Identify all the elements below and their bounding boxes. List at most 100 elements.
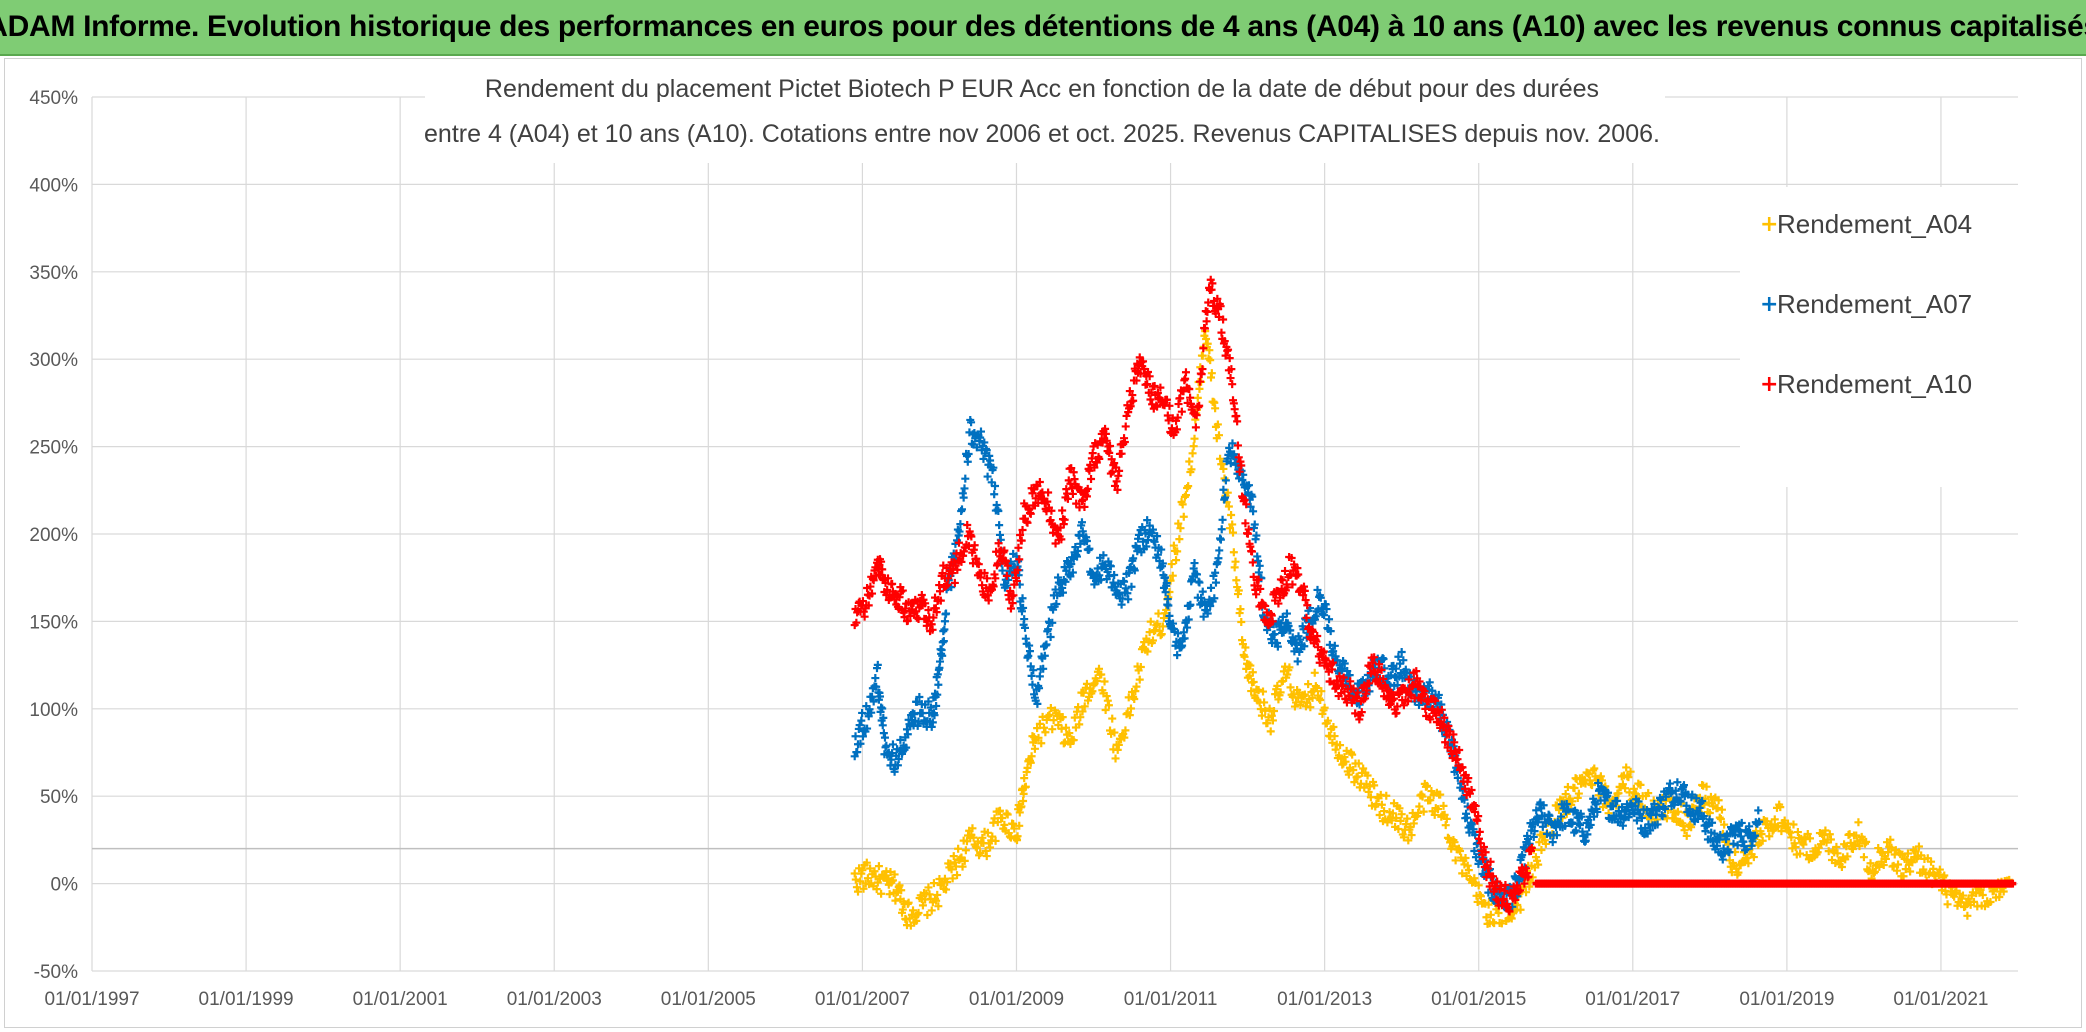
data-point xyxy=(1368,658,1377,667)
data-point xyxy=(876,570,885,579)
data-point xyxy=(963,521,972,530)
data-point xyxy=(883,585,892,594)
data-point xyxy=(1146,617,1155,626)
data-point xyxy=(1555,805,1564,814)
data-point xyxy=(1025,647,1034,656)
data-point xyxy=(1228,520,1237,529)
data-point xyxy=(1076,539,1085,548)
data-point xyxy=(1078,707,1087,716)
data-point xyxy=(1309,627,1318,636)
data-point xyxy=(1712,841,1721,850)
data-point xyxy=(1593,807,1602,816)
data-point xyxy=(929,613,938,622)
data-point xyxy=(1530,827,1539,836)
data-point xyxy=(1230,405,1239,414)
data-point xyxy=(1718,855,1727,864)
data-point xyxy=(1079,688,1088,697)
data-point xyxy=(1286,626,1295,635)
data-point xyxy=(1020,615,1029,624)
data-point xyxy=(1088,449,1097,458)
data-point xyxy=(1003,810,1012,819)
data-point xyxy=(859,884,868,893)
data-point xyxy=(1803,829,1812,838)
data-point xyxy=(1144,367,1152,376)
data-point xyxy=(888,740,897,749)
data-point xyxy=(1265,704,1274,713)
data-point xyxy=(1121,422,1130,431)
data-point xyxy=(1842,842,1851,851)
data-point xyxy=(963,457,972,466)
data-point xyxy=(995,806,1004,815)
data-point xyxy=(1479,842,1488,851)
data-point xyxy=(1131,687,1140,696)
data-point xyxy=(878,565,887,574)
data-point xyxy=(1002,581,1011,590)
data-point xyxy=(1460,784,1469,793)
data-point xyxy=(1365,679,1374,688)
data-point xyxy=(1120,437,1129,446)
legend-marker-a10: + xyxy=(1760,372,1778,397)
data-point xyxy=(1914,842,1923,851)
data-point xyxy=(1393,702,1402,711)
x-tick-label: 01/01/2001 xyxy=(353,989,448,1010)
data-point xyxy=(1255,561,1264,570)
data-point xyxy=(869,697,878,706)
data-point xyxy=(1412,667,1421,676)
data-point xyxy=(1377,665,1386,674)
data-point xyxy=(1522,888,1531,897)
data-point xyxy=(1474,812,1483,821)
data-point xyxy=(1342,746,1351,755)
data-point xyxy=(1015,555,1024,564)
data-point xyxy=(981,846,990,855)
data-point xyxy=(1111,754,1120,763)
data-point xyxy=(1148,636,1157,645)
data-point xyxy=(1228,380,1237,389)
data-point xyxy=(858,866,867,875)
data-point xyxy=(1494,909,1503,917)
data-point xyxy=(1247,687,1256,696)
data-point xyxy=(934,680,943,689)
data-point xyxy=(1436,790,1445,799)
data-point xyxy=(993,559,1002,568)
data-point xyxy=(1357,708,1366,717)
data-point xyxy=(1396,816,1405,825)
data-point xyxy=(1219,485,1228,494)
data-point xyxy=(1310,668,1319,677)
data-point xyxy=(1045,710,1054,719)
data-point xyxy=(1191,423,1200,432)
data-point xyxy=(1012,576,1021,585)
data-point xyxy=(982,852,991,861)
data-point xyxy=(1444,721,1453,730)
data-point xyxy=(1232,576,1241,585)
data-point xyxy=(1105,572,1114,581)
data-point xyxy=(1287,553,1296,562)
data-point xyxy=(1313,585,1322,594)
data-point xyxy=(1637,814,1646,823)
data-point xyxy=(1425,678,1434,687)
data-point xyxy=(866,582,875,591)
data-point xyxy=(1021,782,1030,791)
data-point xyxy=(1484,900,1493,909)
data-point xyxy=(1226,374,1235,383)
data-point xyxy=(1143,647,1152,656)
data-point xyxy=(1195,578,1204,587)
data-point xyxy=(1532,806,1541,815)
data-point xyxy=(942,885,951,894)
data-point xyxy=(1552,801,1561,810)
data-point xyxy=(1267,711,1276,720)
data-point xyxy=(1881,854,1890,863)
data-point xyxy=(1456,847,1465,856)
data-point xyxy=(1552,831,1561,840)
data-point xyxy=(1156,631,1165,640)
data-point xyxy=(1329,722,1338,731)
data-point xyxy=(1486,910,1495,919)
data-point xyxy=(1632,816,1641,825)
data-point xyxy=(1224,502,1233,511)
data-point xyxy=(1758,836,1767,845)
data-point xyxy=(863,874,872,883)
data-point xyxy=(1002,557,1011,566)
data-point xyxy=(1216,535,1225,544)
chart-title-line-1: Rendement du placement Pictet Biotech P … xyxy=(485,75,1599,103)
data-point xyxy=(1250,520,1259,529)
data-point xyxy=(1097,670,1106,679)
